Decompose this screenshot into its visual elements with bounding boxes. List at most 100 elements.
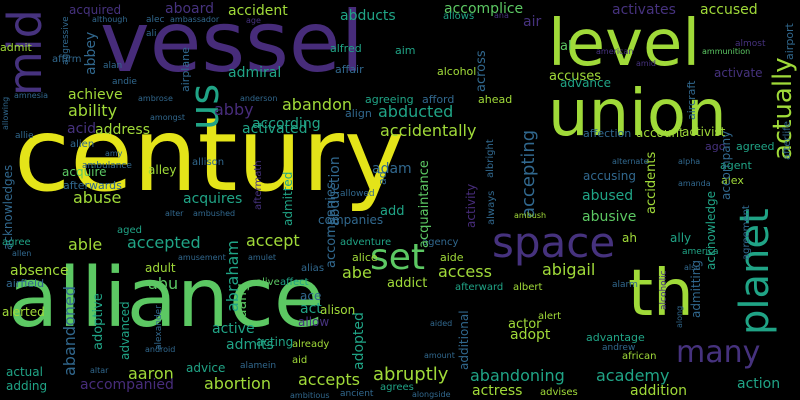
word-accept: accept — [246, 231, 300, 250]
word-adam: adam — [372, 161, 412, 177]
word-advance: advance — [560, 76, 612, 90]
word-th: th — [628, 257, 694, 331]
word-ahead: ahead — [478, 93, 513, 106]
word-alias: alias — [301, 263, 325, 274]
word-almost: almost — [735, 39, 766, 49]
word-accepts: accepts — [298, 370, 361, 389]
word-account: account — [636, 126, 684, 140]
word-alexander: alexander — [154, 305, 164, 350]
word-advantage: advantage — [586, 331, 645, 344]
word-adopted: adopted — [351, 312, 367, 370]
word-companies: companies — [318, 213, 384, 227]
word-affect: affect — [280, 277, 309, 288]
word-adoptive: adoptive — [91, 293, 106, 350]
word-aide: aide — [440, 251, 464, 264]
word-able: able — [68, 235, 103, 254]
word-act: act — [300, 301, 322, 317]
word-agency: agency — [422, 237, 459, 248]
word-alliance: alliance — [8, 251, 325, 346]
word-many: many — [676, 335, 761, 370]
word-activist: activist — [682, 125, 726, 139]
word-alter: alter — [165, 209, 184, 218]
word-ability: ability — [68, 101, 118, 120]
word-aaron: aaron — [128, 364, 174, 383]
word-abigail: abigail — [542, 260, 596, 279]
word-set: set — [370, 237, 426, 278]
word-adult: adult — [145, 261, 176, 275]
word-african: african — [622, 351, 657, 362]
word-academy: academy — [596, 366, 670, 385]
word-allowing: allowing — [1, 96, 10, 130]
word-ambushed: ambushed — [193, 209, 236, 218]
word-anderson: anderson — [240, 94, 278, 103]
word-aggressive: aggressive — [61, 16, 71, 65]
word-acid: acid — [67, 121, 97, 137]
word-admit: admit — [0, 41, 32, 54]
word-activates: activates — [612, 2, 676, 18]
word-admits: admits — [226, 337, 274, 353]
word-addict: addict — [387, 276, 428, 291]
word-actor: actor — [508, 317, 542, 332]
word-acknowledge: acknowledge — [704, 191, 718, 270]
word-activate: activate — [714, 66, 763, 80]
word-admitted: admitted — [281, 171, 295, 226]
word-acquaintance: acquaintance — [417, 160, 432, 248]
word-level: level — [548, 7, 701, 81]
word-allows: allows — [443, 11, 475, 22]
word-address: address — [95, 122, 151, 138]
word-abu: abu — [148, 274, 179, 293]
word-agreed: agreed — [736, 140, 775, 153]
word-alley: alley — [148, 163, 177, 177]
word-along: along — [675, 305, 684, 328]
word-addition: addition — [630, 383, 688, 399]
word-aged: aged — [117, 225, 142, 236]
word-airplane: airplane — [179, 47, 192, 92]
word-ambush: ambush — [514, 211, 547, 220]
word-alien: alien — [70, 139, 95, 150]
word-ago: ago — [705, 140, 726, 153]
word-amusement: amusement — [178, 253, 226, 262]
word-andrew: andrew — [602, 343, 636, 353]
word-afterward: afterward — [455, 282, 504, 293]
word-ana: ana — [494, 11, 509, 20]
word-alternate: alternate — [612, 157, 649, 166]
word-alcohol: alcohol — [437, 65, 477, 78]
word-alert: alert — [538, 311, 562, 322]
word-advice: advice — [186, 361, 226, 375]
word-accompany: accompany — [719, 130, 733, 200]
word-alerted: alerted — [2, 305, 45, 319]
word-ah: ah — [622, 231, 637, 245]
word-action: action — [737, 376, 781, 392]
word-affair: affair — [335, 63, 364, 76]
word-allie: allie — [15, 131, 34, 141]
word-activated: activated — [242, 121, 308, 137]
word-century: century — [14, 96, 405, 215]
word-accidentally: accidentally — [380, 121, 477, 140]
word-acquired: acquired — [69, 3, 122, 17]
word-abused: abused — [582, 188, 634, 204]
word-ambassador: ambassador — [170, 15, 220, 24]
word-ally: ally — [670, 231, 692, 245]
word-achieve: achieve — [68, 87, 123, 103]
word-ad: ad — [376, 171, 389, 185]
word-aircraft: aircraft — [685, 80, 698, 120]
word-air: air — [523, 14, 542, 30]
word-agreeing: agreeing — [365, 93, 414, 106]
word-ambrose: ambrose — [138, 94, 173, 103]
word-abandoned: abandoned — [60, 286, 79, 376]
word-accident: accident — [228, 3, 288, 19]
word-alex: alex — [721, 174, 744, 187]
word-alongside: alongside — [412, 390, 451, 399]
word-altar: altar — [90, 366, 109, 375]
word-age: age — [246, 16, 261, 25]
word-space: space — [492, 218, 616, 267]
word-aang: aang — [234, 283, 250, 318]
word-al: al — [560, 39, 572, 54]
word-amid: amid — [636, 59, 656, 68]
word-albert: albert — [513, 282, 543, 293]
word-amount: amount — [424, 351, 455, 360]
word-union: union — [548, 77, 727, 151]
word-acquire: acquire — [62, 165, 107, 179]
word-activity: activity — [464, 183, 478, 228]
word-advises: advises — [540, 387, 578, 398]
